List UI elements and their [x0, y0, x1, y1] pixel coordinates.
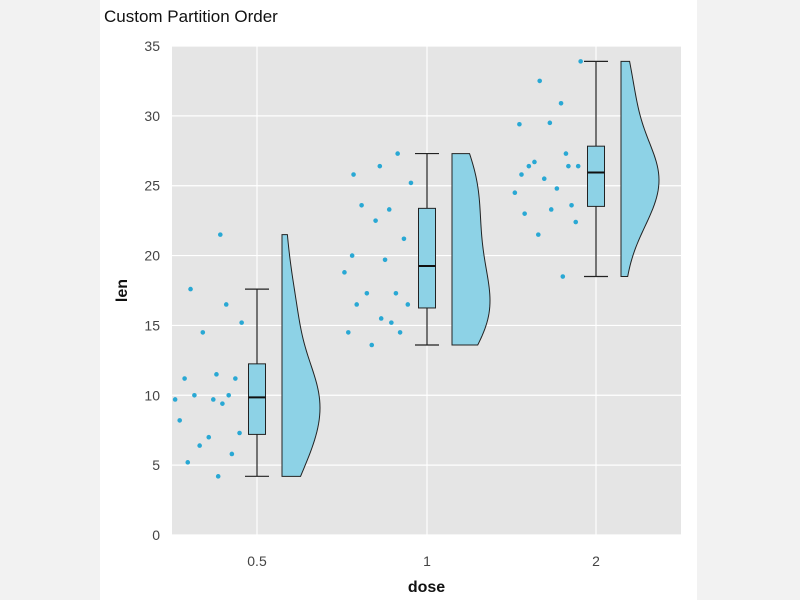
group-0.5 — [172, 232, 321, 479]
data-point — [558, 100, 564, 106]
y-axis-ticks: 0 5 10 15 20 25 30 35 — [144, 38, 160, 543]
data-point — [206, 434, 212, 440]
data-point — [188, 286, 193, 292]
data-point — [373, 218, 378, 223]
data-point — [200, 330, 206, 335]
data-point — [395, 151, 400, 156]
data-point — [378, 316, 384, 321]
y-axis-label: len — [114, 279, 131, 302]
data-point — [223, 302, 229, 307]
data-point — [526, 163, 532, 169]
chart-marks — [172, 59, 660, 479]
x-axis-label: dose — [408, 579, 445, 596]
data-point — [547, 120, 553, 126]
y-tick-label: 35 — [144, 38, 160, 54]
data-point — [211, 397, 216, 402]
data-point — [214, 372, 219, 377]
data-point — [359, 202, 364, 208]
data-point — [541, 176, 547, 182]
data-point — [354, 302, 360, 307]
data-point — [346, 330, 351, 335]
data-point — [401, 236, 407, 242]
data-point — [569, 202, 574, 208]
data-point — [382, 257, 388, 263]
half-violin — [281, 234, 321, 477]
y-tick-label: 30 — [144, 108, 160, 124]
group-2 — [512, 59, 660, 279]
data-point — [563, 151, 569, 156]
data-point — [192, 392, 197, 398]
half-violin — [620, 60, 660, 278]
data-point — [512, 190, 518, 195]
data-point — [573, 219, 579, 225]
data-point — [578, 59, 583, 64]
data-point — [197, 443, 202, 448]
data-point — [220, 401, 225, 406]
x-tick-label: 1 — [423, 553, 431, 569]
data-point — [377, 163, 383, 169]
box — [418, 207, 436, 309]
chart-title: Custom Partition Order — [104, 7, 278, 26]
half-violin — [451, 153, 491, 346]
data-point — [233, 376, 238, 381]
data-point — [566, 163, 571, 169]
data-point — [239, 320, 244, 325]
data-point — [369, 342, 375, 348]
x-axis-ticks: 0.5 1 2 — [247, 553, 600, 569]
data-point — [177, 418, 182, 423]
data-point — [182, 376, 187, 381]
data-point — [351, 172, 356, 177]
data-point — [405, 302, 411, 307]
x-tick-label: 0.5 — [247, 553, 267, 569]
data-point — [536, 232, 541, 237]
y-tick-label: 10 — [144, 387, 160, 403]
data-point — [548, 207, 554, 212]
y-tick-label: 15 — [144, 317, 160, 333]
data-point — [226, 392, 231, 398]
data-point — [532, 159, 537, 165]
group-1 — [342, 151, 491, 348]
x-tick-label: 2 — [592, 553, 600, 569]
box — [248, 363, 266, 435]
data-point — [389, 320, 394, 325]
data-point — [215, 474, 221, 479]
data-point — [237, 430, 242, 436]
data-point — [397, 330, 403, 335]
data-point — [408, 180, 414, 186]
data-point — [386, 207, 392, 212]
y-tick-label: 5 — [152, 457, 160, 473]
data-point — [364, 290, 370, 296]
data-point — [517, 121, 522, 127]
data-point — [560, 274, 566, 279]
data-point — [554, 186, 560, 191]
y-tick-label: 25 — [144, 178, 160, 194]
data-point — [575, 163, 581, 169]
y-tick-label: 0 — [152, 527, 160, 543]
data-point — [349, 253, 355, 258]
box — [587, 145, 605, 207]
data-point — [172, 397, 178, 402]
data-point — [522, 211, 527, 216]
data-point — [218, 232, 223, 237]
data-point — [342, 270, 347, 275]
data-point — [537, 78, 542, 84]
data-point — [185, 460, 191, 465]
y-tick-label: 20 — [144, 248, 160, 264]
data-point — [393, 290, 399, 296]
data-point — [229, 451, 235, 457]
data-point — [519, 172, 524, 177]
